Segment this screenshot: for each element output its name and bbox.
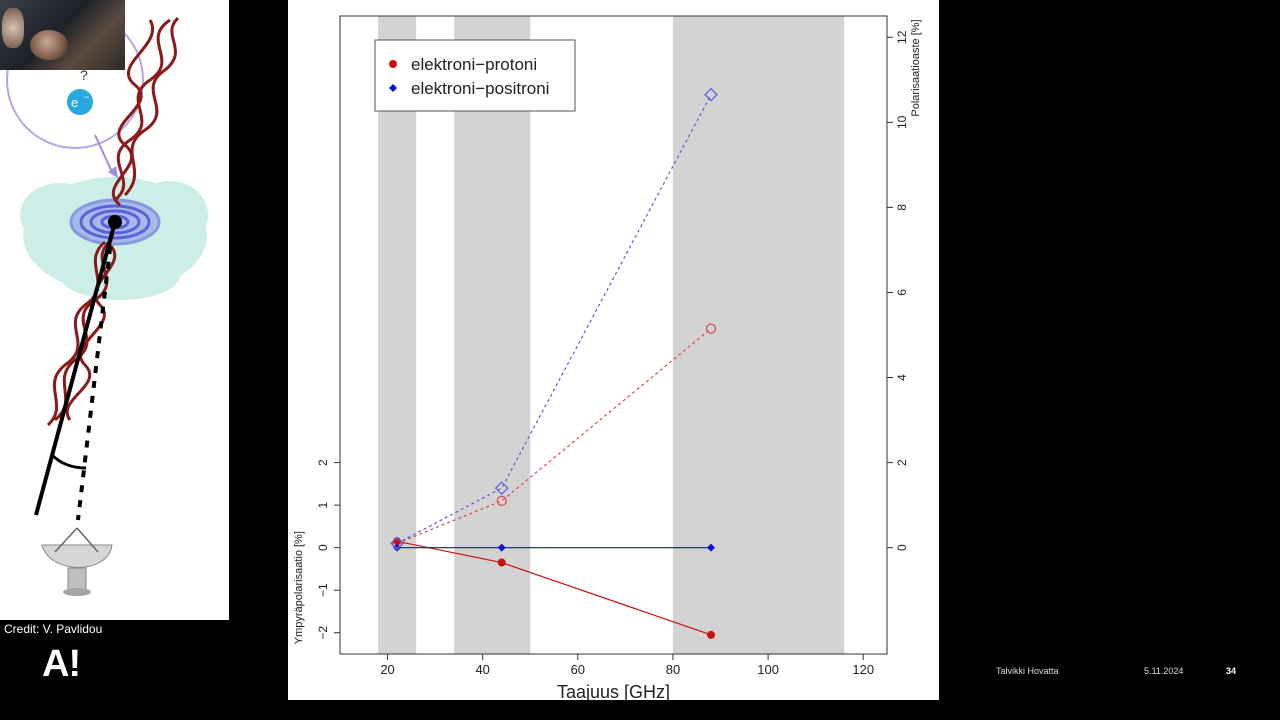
core-dot-icon: [108, 215, 122, 229]
jet-illustration: e − ?: [6, 11, 208, 596]
y-right-tick-label: 0: [895, 544, 909, 551]
legend: elektroni−protoni elektroni−positroni: [374, 39, 576, 112]
x-tick-label: 80: [666, 662, 680, 677]
data-point: [496, 495, 507, 506]
footer-author: Talvikki Hovatta: [996, 666, 1059, 676]
frequency-band: [454, 16, 531, 654]
y-left-tick-label: 0: [316, 544, 330, 551]
series-markers: [390, 87, 718, 639]
legend-label: elektroni−positroni: [411, 79, 549, 98]
data-point: [704, 87, 718, 102]
question-mark: ?: [80, 67, 88, 83]
electron-icon: [67, 89, 93, 115]
y-right-tick-label: 10: [895, 115, 909, 129]
y-axis-right-label: Polarisaatioaste [%]: [910, 19, 922, 116]
y-right-tick-label: 4: [895, 374, 909, 381]
x-tick-label: 60: [571, 662, 585, 677]
data-point: [494, 481, 509, 495]
chart-slide: 20 40 60 80 100 120 −2 −1 0 1 2 0 2 4 6 8 10 12 Taajuus…: [288, 0, 939, 702]
series-line: [396, 540, 712, 636]
x-axis: 20 40 60 80 100 120: [380, 653, 874, 677]
y-axis-left: −2 −1 0 1 2: [316, 459, 341, 640]
series-line: [396, 94, 712, 544]
footer-page-number: 34: [1226, 666, 1237, 676]
radio-telescope-icon: [41, 527, 113, 596]
arrow-line: [94, 134, 113, 173]
footer-date: 5.11.2024: [1144, 666, 1184, 676]
frequency-band: [672, 16, 845, 654]
frequency-band: [378, 16, 417, 654]
data-point: [707, 543, 716, 552]
y-left-tick-label: −2: [316, 626, 330, 640]
legend-label: elektroni−protoni: [411, 55, 537, 74]
x-axis-label: Taajuus [GHz]: [557, 682, 670, 700]
data-point: [497, 558, 506, 567]
frequency-bands: [378, 16, 845, 654]
angle-arc: [50, 453, 87, 470]
data-point: [705, 323, 717, 334]
y-axis-right: 0 2 4 6 8 10 12: [886, 30, 909, 551]
image-credit: Credit: V. Pavlidou: [4, 622, 103, 636]
y-right-tick-label: 8: [895, 204, 909, 211]
data-point: [390, 536, 404, 551]
x-tick-label: 20: [380, 662, 394, 677]
arrow-head-icon: [108, 166, 118, 178]
y-left-tick-label: 2: [316, 459, 330, 466]
x-tick-label: 40: [475, 662, 489, 677]
legend-marker: [389, 60, 397, 68]
x-tick-label: 100: [757, 662, 779, 677]
data-point: [497, 543, 506, 552]
illustration-panel: e − ?: [0, 0, 229, 620]
helix-upper: [111, 16, 180, 207]
data-point: [707, 630, 716, 639]
y-axis-left-label: Ympyräpolarisaatio [%]: [293, 531, 305, 644]
y-right-tick-label: 2: [895, 459, 909, 466]
aalto-logo: A!: [42, 643, 81, 685]
legend-marker: [389, 84, 397, 92]
electron-sup: −: [84, 92, 89, 102]
electron-label: e: [71, 95, 78, 110]
y-right-tick-label: 6: [895, 289, 909, 296]
y-left-tick-label: 1: [316, 501, 330, 508]
legend-box: [374, 39, 576, 112]
x-tick-label: 120: [852, 662, 874, 677]
line-of-sight: [76, 231, 114, 521]
y-left-tick-label: −1: [316, 583, 330, 597]
data-point: [391, 538, 403, 549]
webcam-thumbnail: [0, 0, 125, 70]
y-right-tick-label: 12: [895, 30, 909, 44]
series-lines: [396, 94, 712, 636]
jet-axis-line: [34, 221, 117, 516]
series-line: [396, 328, 712, 544]
